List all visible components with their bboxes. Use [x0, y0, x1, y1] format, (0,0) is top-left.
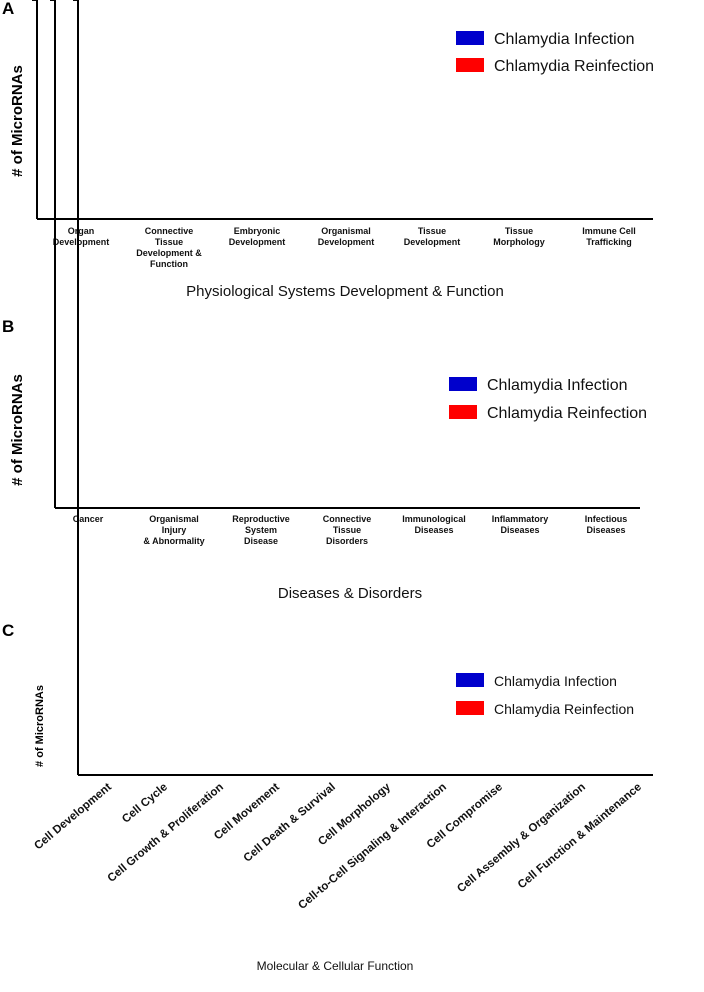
- category-label-line: Morphology: [493, 237, 545, 247]
- legend-label: Chlamydia Infection: [494, 31, 635, 48]
- legend-swatch: [456, 673, 484, 687]
- category-label-line: Disorders: [326, 536, 368, 546]
- category-label-line: Development: [318, 237, 375, 247]
- legend-label: Chlamydia Reinfection: [487, 405, 647, 422]
- panel-B: B0510152025CancerOrganismalInjury& Abnor…: [2, 0, 647, 602]
- category-label: Cell Function & Maintenance: [516, 781, 644, 891]
- panel-A: A0246OrganDevelopmentConnectiveTissueDev…: [2, 0, 654, 300]
- category-label-line: Immune Cell: [582, 226, 636, 236]
- category-label: Connective Tissue Disorders: [323, 514, 372, 546]
- category-label: Cancer: [73, 514, 104, 524]
- category-label: Tissue Development: [404, 226, 461, 247]
- category-label-line: Tissue: [418, 226, 446, 236]
- category-label-line: Development: [229, 237, 286, 247]
- y-tick-label: 2: [22, 0, 29, 3]
- category-label: Organismal Injury & Abnormality: [143, 514, 204, 546]
- y-tick-label: 6: [22, 0, 29, 3]
- y-tick-label: 4: [63, 0, 71, 3]
- category-label: Organismal Development: [318, 226, 375, 247]
- y-tick-label: 15: [33, 0, 47, 3]
- category-label: Immunological Diseases: [402, 514, 466, 535]
- category-label-line: Injury: [162, 525, 187, 535]
- legend-label: Chlamydia Infection: [487, 377, 628, 394]
- y-tick-label: 0: [40, 0, 47, 3]
- legend-label: Chlamydia Reinfection: [494, 58, 654, 75]
- panel-letter: C: [2, 621, 14, 640]
- category-label-line: System: [245, 525, 277, 535]
- x-axis-title: Physiological Systems Development & Func…: [186, 283, 504, 300]
- panel-letter: A: [2, 0, 14, 18]
- x-axis-title: Diseases & Disorders: [278, 585, 422, 602]
- category-label: Organ Development: [53, 226, 110, 247]
- y-axis-title: # of MicroRNAs: [9, 374, 26, 486]
- y-tick-label: 0: [22, 0, 29, 3]
- category-label: Cell Development: [32, 781, 114, 852]
- category-label-line: Connective: [323, 514, 372, 524]
- category-label: Infectious Diseases: [585, 514, 628, 535]
- y-tick-label: 5: [40, 0, 47, 3]
- y-tick-label: 10: [33, 0, 47, 3]
- category-label-line: Diseases: [586, 525, 625, 535]
- category-label-line: Disease: [244, 536, 278, 546]
- category-label: Cell Death & Survival: [242, 781, 338, 865]
- category-label-line: Organismal: [321, 226, 371, 236]
- category-label: Inflammatory Diseases: [492, 514, 549, 535]
- category-label-line: Organ: [68, 226, 95, 236]
- panel-letter: B: [2, 317, 14, 336]
- legend-swatch: [449, 377, 477, 391]
- category-label-line: Inflammatory: [492, 514, 549, 524]
- category-label: Connective Tissue Development & Function: [136, 226, 202, 269]
- category-label: Cell Cycle: [120, 781, 170, 826]
- category-label-line: Embryonic: [234, 226, 281, 236]
- legend-swatch: [456, 31, 484, 45]
- legend-swatch: [456, 58, 484, 72]
- legend-label: Chlamydia Reinfection: [494, 701, 634, 717]
- y-tick-label: 6: [63, 0, 70, 3]
- y-axis-title: # of MicroRNAs: [9, 65, 26, 177]
- y-axis-title: # of MicroRNAs: [34, 685, 46, 767]
- y-tick-label: 2: [63, 0, 70, 3]
- category-label-line: Connective: [145, 226, 194, 236]
- category-label-line: Reproductive: [232, 514, 290, 524]
- y-tick-label: 0: [63, 0, 70, 3]
- y-tick-label: 4: [22, 0, 30, 3]
- category-label-line: Development &: [136, 248, 202, 258]
- x-axis-title: Molecular & Cellular Function: [257, 959, 414, 973]
- category-label: Tissue Morphology: [493, 226, 545, 247]
- legend-swatch: [449, 405, 477, 419]
- category-label-line: Immunological: [402, 514, 466, 524]
- legend-label: Chlamydia Infection: [494, 673, 617, 689]
- category-label-line: & Abnormality: [143, 536, 204, 546]
- category-label-line: Organismal: [149, 514, 199, 524]
- category-label-line: Tissue: [505, 226, 533, 236]
- category-label: Embryonic Development: [229, 226, 286, 247]
- category-label-line: Tissue: [333, 525, 361, 535]
- category-label-line: Cancer: [73, 514, 104, 524]
- category-label-line: Diseases: [500, 525, 539, 535]
- category-label-line: Tissue: [155, 237, 183, 247]
- y-tick-label: 25: [33, 0, 47, 3]
- legend-swatch: [456, 701, 484, 715]
- category-label-line: Trafficking: [586, 237, 632, 247]
- category-label: Cell Growth & Proliferation: [106, 781, 226, 885]
- category-label-line: Function: [150, 259, 188, 269]
- category-label: Immune Cell Trafficking: [582, 226, 636, 247]
- y-tick-label: 20: [33, 0, 47, 3]
- category-label: Reproductive System Disease: [232, 514, 290, 546]
- category-label-line: Diseases: [414, 525, 453, 535]
- category-label-line: Development: [404, 237, 461, 247]
- category-label-line: Development: [53, 237, 110, 247]
- category-label-line: Infectious: [585, 514, 628, 524]
